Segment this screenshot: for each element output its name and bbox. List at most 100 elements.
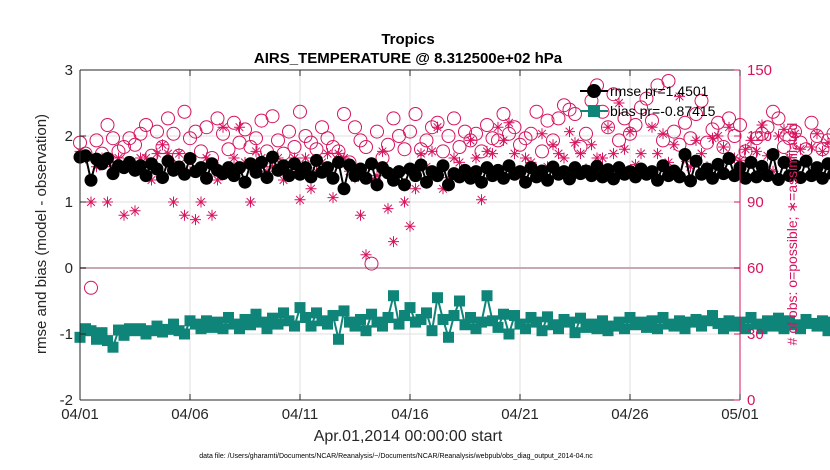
rmse-point [772,173,785,187]
rmse-point [678,147,692,161]
bias-point [437,313,449,325]
possible-obs-point [480,118,494,132]
rmse-point [409,169,422,183]
bias-point [553,323,564,335]
bias-point [366,308,377,320]
x-tick-label: 04/26 [611,406,649,423]
x-tick-label: 04/06 [171,406,209,423]
possible-obs-point [749,131,764,146]
possible-obs-point [612,133,626,148]
rmse-point [744,155,758,169]
rmse-point [304,170,318,184]
assimilated-obs-point [536,128,548,140]
possible-obs-point [315,120,329,135]
series-layer [73,74,830,353]
bias-point [707,310,718,322]
possible-obs-point [265,109,280,124]
bias-point [360,325,372,337]
possible-obs-point [210,111,225,126]
bias-point [773,312,784,324]
bias-point [294,302,306,314]
possible-obs-point [804,115,819,130]
rmse-point [684,174,697,188]
assimilated-obs-point [305,183,317,195]
bias-point [432,292,443,304]
rmse-point [255,155,268,169]
assimilated-obs-point [162,148,174,160]
assimilated-obs-point [630,159,641,171]
rmse-point [821,157,830,171]
rmse-point [156,171,169,185]
assimilated-obs-point [619,143,630,155]
bias-point [487,315,498,327]
rmse-point [84,173,98,187]
rmse-point [810,161,824,175]
rmse-point [326,171,340,185]
x-tick-label: 04/01 [61,406,99,423]
possible-obs-point [689,107,703,121]
bias-point [465,312,476,323]
possible-obs-point [370,124,384,139]
assimilated-obs-point [250,145,262,157]
possible-obs-point [397,142,412,157]
possible-obs-point [128,137,142,152]
assimilated-obs-point [624,126,636,138]
possible-obs-point [243,140,258,154]
assimilated-obs-point [426,145,438,157]
assimilated-obs-point [652,148,663,160]
assimilated-obs-point [553,148,564,160]
bias-point [256,316,267,328]
possible-obs-point [678,115,692,130]
possible-obs-point [106,131,120,146]
rmse-point [194,161,208,175]
y-right-tick-label: 90 [747,194,764,211]
rmse-point [266,150,279,164]
bias-point [492,321,504,333]
rmse-point [750,170,763,184]
rmse-point [673,170,686,184]
possible-obs-point [364,256,379,271]
y-right-tick-label: 0 [747,392,755,409]
possible-obs-point [282,124,296,139]
bias-point [509,310,520,322]
assimilated-obs-point [355,209,366,221]
bias-point [740,323,751,335]
possible-obs-point [403,124,417,139]
possible-obs-point [579,126,593,141]
bias-point [393,318,405,330]
rmse-point [277,159,290,173]
possible-obs-point [452,140,467,154]
rmse-point [794,171,807,185]
rmse-point [79,149,92,163]
bias-point [377,320,388,332]
y-left-tick-label: -2 [60,392,73,409]
possible-obs-point [540,113,555,128]
bias-point [619,323,630,335]
possible-obs-point [496,107,511,121]
assimilated-obs-point [338,152,350,164]
bias-point [212,316,223,328]
assimilated-obs-point [267,161,278,173]
possible-obs-point [436,144,450,159]
rmse-point [442,178,455,192]
possible-obs-point [568,107,582,121]
rmse-point [365,157,378,171]
rmse-point [436,159,450,173]
assimilated-obs-point [635,148,647,160]
possible-obs-point [727,129,742,143]
assimilated-obs-point [613,97,625,109]
bias-point [327,310,339,322]
axes [79,69,741,401]
y-axis-left-label: rmse and bias (model - observation) [33,114,50,354]
rmse-point [717,167,730,181]
assimilated-obs-point [558,152,570,164]
assimilated-obs-point [470,152,482,164]
possible-obs-point [447,111,461,126]
assimilated-obs-point [751,145,762,157]
possible-obs-point [386,111,401,126]
bias-point [569,327,581,339]
bias-point [817,315,828,327]
legend: rmse pr=1.4501 bias pr=-0.87415 [580,83,716,119]
rmse-point [370,178,384,192]
